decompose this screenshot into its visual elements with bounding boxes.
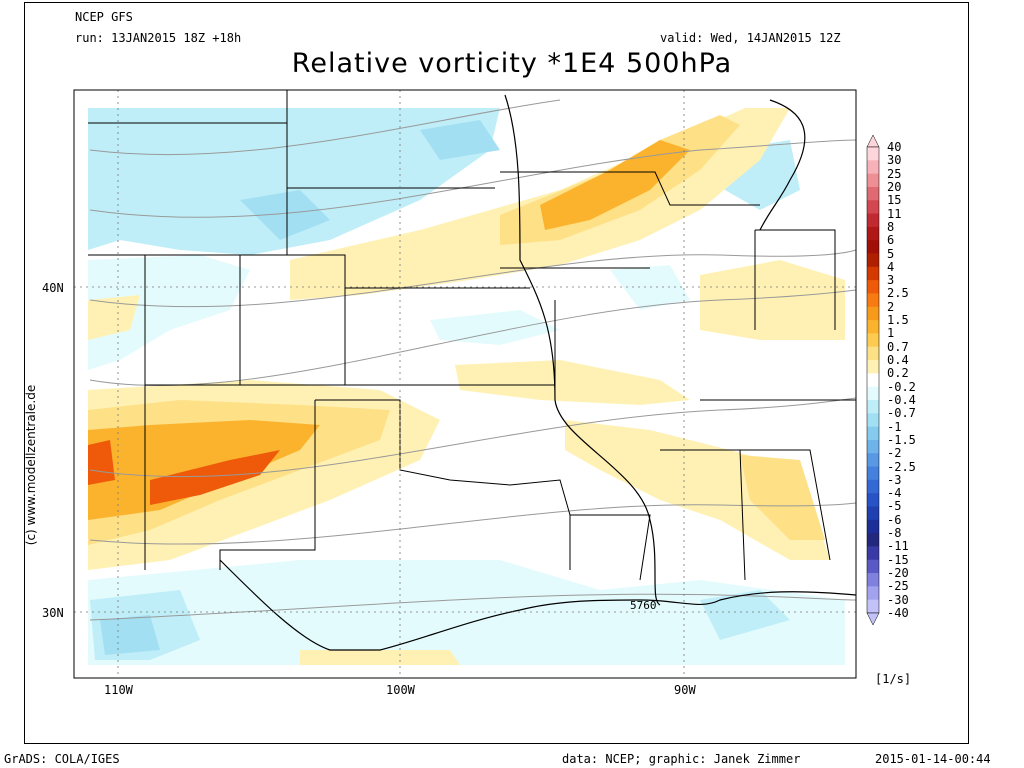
footer-center: data: NCEP; graphic: Janek Zimmer xyxy=(562,752,801,766)
colorbar-swatch xyxy=(867,333,879,348)
coastlines xyxy=(219,94,856,651)
colorbar-swatch xyxy=(867,453,879,468)
colorbar-swatch xyxy=(867,173,879,188)
colorbar-label: -0.4 xyxy=(887,392,916,407)
colorbar-swatch xyxy=(867,253,879,268)
run-label: run: 13JAN2015 18Z +18h xyxy=(75,31,242,45)
colorbar-label: -5 xyxy=(887,499,902,514)
colorbar-label: 0.4 xyxy=(887,353,909,368)
colorbar-label: 2.5 xyxy=(887,286,909,301)
colorbar-max-arrow xyxy=(866,134,880,148)
colorbar-label: 5 xyxy=(887,246,895,261)
height-contours xyxy=(89,99,856,621)
colorbar-swatch xyxy=(867,186,879,201)
colorbar-swatch xyxy=(867,399,879,414)
colorbar-swatch xyxy=(867,360,879,374)
colorbar-swatch xyxy=(867,306,879,321)
colorbar-swatch xyxy=(867,293,879,308)
colorbar-label: 25 xyxy=(887,166,902,181)
colorbar-swatch xyxy=(867,546,879,561)
lat-label-30n: 30N xyxy=(42,606,64,620)
colorbar-swatch xyxy=(867,213,879,228)
colorbar-swatch xyxy=(867,280,879,294)
plot-frame xyxy=(24,2,969,744)
colorbar-label: -3 xyxy=(887,472,902,487)
colorbar-swatch xyxy=(867,373,879,388)
colorbar-swatch xyxy=(867,573,879,587)
colorbar-swatch xyxy=(867,320,879,334)
colorbar-label: 1.5 xyxy=(887,313,909,328)
colorbar-label: -1 xyxy=(887,419,902,434)
colorbar-label: 3 xyxy=(887,273,895,288)
colorbar-swatch xyxy=(867,266,879,281)
colorbar-label: -8 xyxy=(887,526,902,541)
colorbar-label: 15 xyxy=(887,193,902,208)
map-layers: 5760 xyxy=(74,90,856,678)
colorbar-label: 30 xyxy=(887,153,902,168)
colorbar-label: 2 xyxy=(887,299,895,314)
colorbar-swatch xyxy=(867,519,879,534)
colorbar-label: -15 xyxy=(887,552,909,567)
colorbar-label: -2 xyxy=(887,446,902,461)
colorbar-label: 11 xyxy=(887,206,902,221)
colorbar-label: -25 xyxy=(887,579,909,594)
colorbar-label: -4 xyxy=(887,486,902,501)
colorbar-unit: [1/s] xyxy=(875,672,912,686)
gridlines xyxy=(74,90,856,678)
colorbar xyxy=(866,134,880,626)
model-label: NCEP GFS xyxy=(75,10,133,24)
footer-right: 2015-01-14-00:44 xyxy=(875,752,991,766)
negative-vorticity-cores xyxy=(100,120,500,655)
colorbar-swatch xyxy=(867,479,879,494)
colorbar-label: 0.2 xyxy=(887,366,909,381)
colorbar-swatch xyxy=(867,200,879,215)
valid-label: valid: Wed, 14JAN2015 12Z xyxy=(660,31,841,45)
colorbar-swatch xyxy=(867,346,879,361)
colorbar-swatch xyxy=(867,586,879,601)
colorbar-swatch xyxy=(867,439,879,454)
colorbar-swatch xyxy=(867,226,879,241)
colorbar-label: 4 xyxy=(887,259,895,274)
colorbar-label: -6 xyxy=(887,512,902,527)
colorbar-swatch xyxy=(867,533,879,547)
colorbar-label: -0.7 xyxy=(887,406,916,421)
colorbar-label: -11 xyxy=(887,539,909,554)
lat-label-40n: 40N xyxy=(42,281,64,295)
colorbar-swatch xyxy=(867,240,879,255)
colorbar-label: -40 xyxy=(887,606,909,620)
lon-label-90w: 90W xyxy=(674,683,696,697)
colorbar-swatch xyxy=(867,413,879,428)
colorbar-swatch xyxy=(867,466,879,481)
colorbar-label: -2.5 xyxy=(887,459,916,474)
colorbar-label: 6 xyxy=(887,233,895,248)
lon-label-100w: 100W xyxy=(386,683,416,697)
colorbar-swatch xyxy=(867,599,879,614)
colorbar-label: -1.5 xyxy=(887,432,916,447)
colorbar-swatch xyxy=(867,493,879,507)
colorbar-swatch xyxy=(867,559,879,574)
colorbar-swatch xyxy=(867,147,879,161)
colorbar-label: -0.2 xyxy=(887,379,916,394)
lon-label-110w: 110W xyxy=(104,683,134,697)
colorbar-label: 1 xyxy=(887,326,895,341)
colorbar-label: -30 xyxy=(887,592,909,607)
footer-left: GrADS: COLA/IGES xyxy=(4,752,120,766)
colorbar-label: 20 xyxy=(887,179,902,194)
colorbar-label: 0.7 xyxy=(887,339,909,354)
positive-vorticity-max xyxy=(88,440,280,505)
colorbar-label: 8 xyxy=(887,219,895,234)
colorbar-min-arrow xyxy=(866,612,880,626)
colorbar-swatch xyxy=(867,160,879,175)
colorbar-swatch xyxy=(867,426,879,441)
colorbar-swatch xyxy=(867,386,879,401)
contour-label: 5760 xyxy=(630,599,657,612)
colorbar-swatch xyxy=(867,506,879,521)
chart-title: Relative vorticity *1E4 500hPa xyxy=(291,48,733,79)
colorbar-label: 40 xyxy=(887,140,902,154)
colorbar-label: -20 xyxy=(887,566,909,581)
map-border xyxy=(73,89,857,679)
